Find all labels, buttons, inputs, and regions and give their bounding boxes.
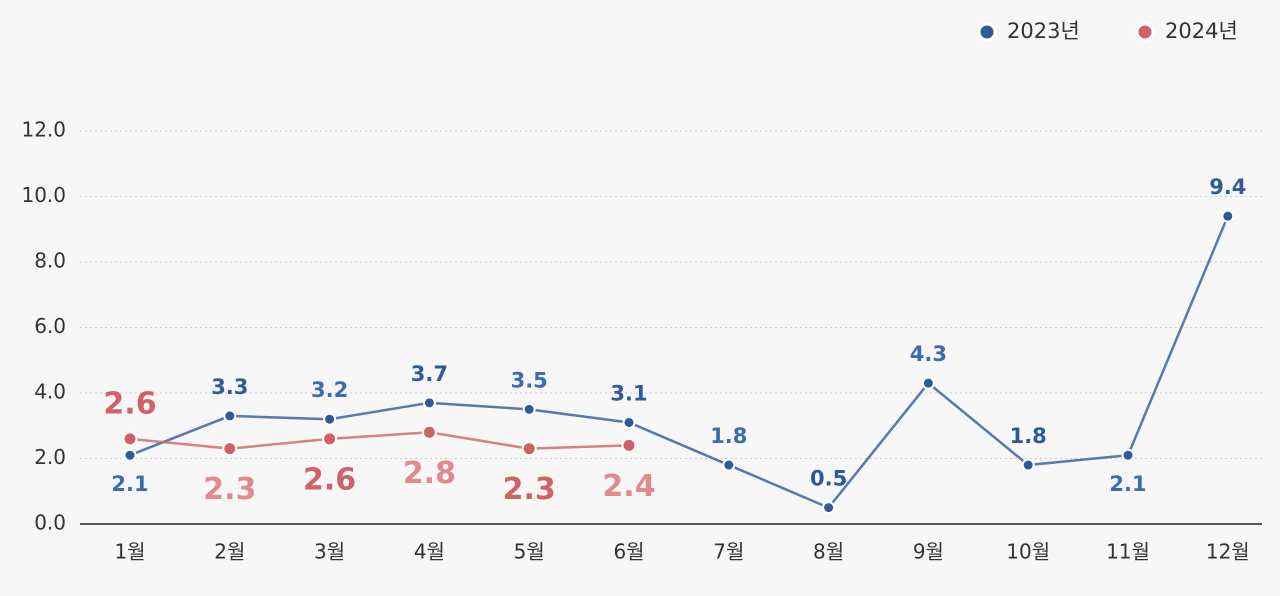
data-label: 1.8 xyxy=(710,424,747,448)
legend-marker xyxy=(1135,22,1155,42)
data-label: 1.8 xyxy=(1010,424,1047,448)
data-label: 2.6 xyxy=(103,386,156,421)
x-tick-label: 7월 xyxy=(713,540,744,564)
data-point xyxy=(622,415,636,429)
data-point xyxy=(1121,448,1135,462)
x-tick-label: 5월 xyxy=(514,540,545,564)
legend-marker xyxy=(977,22,997,42)
data-point xyxy=(621,437,637,453)
data-label: 2.3 xyxy=(203,472,256,507)
data-point xyxy=(422,396,436,410)
data-label: 9.4 xyxy=(1209,175,1246,199)
data-label: 2.3 xyxy=(503,472,556,507)
data-label: 2.1 xyxy=(1109,472,1146,496)
data-point xyxy=(722,458,736,472)
x-tick-label: 10월 xyxy=(1006,540,1050,564)
y-tick-label: 4.0 xyxy=(34,380,66,404)
x-tick-label: 8월 xyxy=(813,540,844,564)
data-point xyxy=(323,412,337,426)
data-point xyxy=(122,431,138,447)
legend-label: 2024년 xyxy=(1165,19,1238,43)
data-point xyxy=(123,448,137,462)
data-point xyxy=(522,402,536,416)
data-point xyxy=(921,376,935,390)
data-label: 3.3 xyxy=(211,375,248,399)
x-tick-label: 6월 xyxy=(613,540,644,564)
data-label: 3.5 xyxy=(511,368,548,392)
x-tick-label: 11월 xyxy=(1106,540,1150,564)
data-label: 3.2 xyxy=(311,378,348,402)
data-point xyxy=(223,409,237,423)
x-tick-label: 1월 xyxy=(114,540,145,564)
data-label: 3.1 xyxy=(610,381,647,405)
y-tick-label: 0.0 xyxy=(34,511,66,535)
y-tick-label: 2.0 xyxy=(34,445,66,469)
data-point xyxy=(1021,458,1035,472)
x-tick-label: 9월 xyxy=(913,540,944,564)
data-label: 3.7 xyxy=(411,362,448,386)
x-tick-label: 3월 xyxy=(314,540,345,564)
x-tick-label: 12월 xyxy=(1206,540,1250,564)
x-tick-label: 4월 xyxy=(414,540,445,564)
x-tick-label: 2월 xyxy=(214,540,245,564)
data-point xyxy=(421,424,437,440)
data-point xyxy=(322,431,338,447)
data-label: 0.5 xyxy=(810,467,847,491)
data-label: 4.3 xyxy=(910,342,947,366)
data-label: 2.1 xyxy=(111,472,148,496)
series-line xyxy=(129,431,630,450)
data-point xyxy=(1221,209,1235,223)
data-point xyxy=(521,441,537,457)
y-tick-label: 8.0 xyxy=(34,249,66,273)
data-point xyxy=(822,501,836,515)
data-label: 2.8 xyxy=(403,456,456,491)
y-tick-label: 12.0 xyxy=(21,118,66,142)
y-tick-label: 6.0 xyxy=(34,314,66,338)
y-tick-label: 10.0 xyxy=(21,183,66,207)
data-point xyxy=(222,441,238,457)
legend-label: 2023년 xyxy=(1007,19,1080,43)
series-line xyxy=(129,215,1229,510)
data-label: 2.6 xyxy=(303,462,356,497)
data-label: 2.4 xyxy=(602,469,655,504)
